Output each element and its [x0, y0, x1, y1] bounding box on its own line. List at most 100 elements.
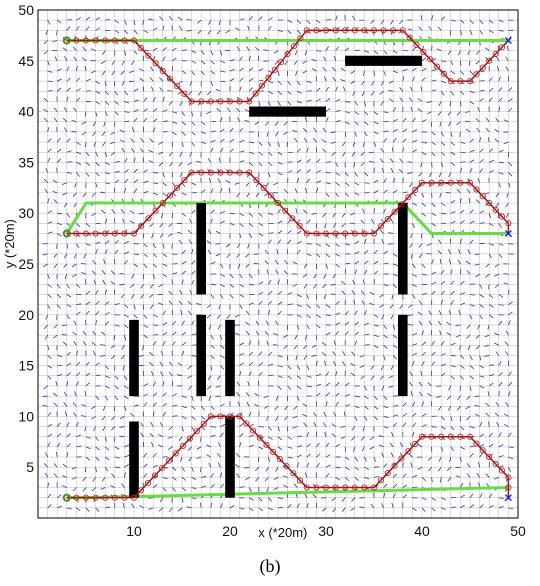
- field-arrow: [104, 365, 109, 370]
- field-arrow: [438, 310, 442, 315]
- field-arrow: [121, 80, 125, 86]
- waypoint-marker: [198, 98, 205, 105]
- field-arrow: [322, 507, 327, 512]
- waypoint-marker: [473, 440, 480, 447]
- field-arrow: [52, 334, 58, 339]
- start-marker: [62, 493, 71, 502]
- field-arrow: [335, 477, 341, 481]
- field-arrow: [206, 111, 211, 115]
- field-arrow: [456, 189, 461, 194]
- field-arrow: [268, 436, 273, 440]
- field-arrow: [56, 284, 61, 289]
- field-arrow: [316, 304, 321, 309]
- field-arrow: [220, 220, 225, 224]
- field-arrow: [398, 169, 404, 173]
- field-arrow: [56, 422, 61, 427]
- field-arrow: [81, 404, 87, 407]
- field-arrow: [191, 279, 195, 285]
- field-arrow: [80, 415, 87, 417]
- field-arrow: [277, 90, 283, 95]
- field-arrow: [114, 170, 120, 173]
- field-arrow: [255, 192, 260, 198]
- field-arrow: [71, 476, 77, 480]
- field-arrow: [71, 466, 77, 470]
- field-arrow: [110, 355, 116, 360]
- field-arrow: [66, 284, 70, 289]
- field-arrow: [479, 433, 485, 438]
- field-arrow: [354, 240, 360, 245]
- field-arrow: [277, 436, 283, 441]
- field-arrow: [388, 80, 394, 84]
- field-arrow: [181, 416, 187, 420]
- field-arrow: [133, 253, 139, 256]
- waypoint-marker: [63, 230, 70, 237]
- field-arrow: [460, 482, 464, 488]
- field-arrow: [460, 355, 465, 360]
- waypoint-marker: [486, 57, 493, 64]
- obstacle: [129, 421, 139, 498]
- waypoint-marker: [159, 199, 166, 207]
- field-arrow: [505, 213, 509, 218]
- field-arrow: [450, 300, 454, 305]
- field-arrow: [76, 151, 82, 155]
- field-arrow: [263, 395, 269, 399]
- field-arrow: [388, 232, 394, 234]
- field-arrow: [114, 240, 119, 244]
- field-arrow: [47, 148, 52, 153]
- field-arrow: [273, 50, 279, 54]
- field-arrow: [390, 314, 394, 320]
- field-arrow: [114, 29, 120, 34]
- field-arrow: [391, 294, 394, 300]
- field-arrow: [402, 413, 408, 417]
- field-arrow: [152, 484, 158, 488]
- field-arrow: [354, 456, 358, 462]
- waypoint-marker: [263, 441, 270, 448]
- field-arrow: [322, 284, 327, 289]
- field-arrow: [325, 243, 331, 248]
- field-arrow: [171, 497, 173, 503]
- field-arrow: [508, 371, 512, 377]
- field-arrow: [181, 466, 185, 472]
- field-arrow: [503, 282, 509, 285]
- field-arrow: [181, 261, 187, 265]
- waypoint-marker: [428, 179, 435, 186]
- field-arrow: [316, 360, 318, 366]
- field-arrow: [236, 452, 240, 458]
- field-arrow: [104, 90, 109, 96]
- field-arrow: [239, 150, 245, 153]
- field-arrow: [133, 30, 138, 35]
- waypoint-marker: [145, 52, 152, 59]
- field-arrow: [303, 137, 308, 143]
- field-arrow: [379, 90, 384, 95]
- field-arrow: [466, 334, 471, 339]
- field-arrow: [487, 137, 490, 143]
- obstacle: [398, 314, 408, 397]
- field-arrow: [200, 121, 206, 126]
- field-arrow: [236, 473, 240, 478]
- field-arrow: [239, 304, 243, 310]
- field-arrow: [428, 310, 432, 316]
- field-arrow: [158, 434, 163, 438]
- field-arrow: [245, 182, 250, 187]
- field-arrow: [325, 19, 332, 21]
- field-arrow: [200, 436, 202, 442]
- field-arrow: [85, 446, 91, 450]
- field-arrow: [421, 141, 427, 144]
- waypoint-marker: [427, 56, 434, 63]
- field-arrow: [508, 391, 511, 397]
- field-arrow: [220, 294, 224, 299]
- field-arrow: [239, 56, 243, 62]
- field-arrow: [431, 477, 433, 483]
- field-arrow: [82, 340, 87, 346]
- field-arrow: [105, 182, 111, 185]
- waypoint-marker: [145, 215, 152, 222]
- field-arrow: [133, 314, 138, 319]
- field-arrow: [350, 70, 356, 74]
- field-arrow: [150, 304, 154, 310]
- field-arrow: [263, 60, 269, 62]
- field-arrow: [85, 456, 91, 461]
- field-arrow: [296, 177, 300, 183]
- field-arrow: [129, 284, 135, 288]
- field-arrow: [417, 311, 423, 316]
- field-arrow: [149, 223, 154, 228]
